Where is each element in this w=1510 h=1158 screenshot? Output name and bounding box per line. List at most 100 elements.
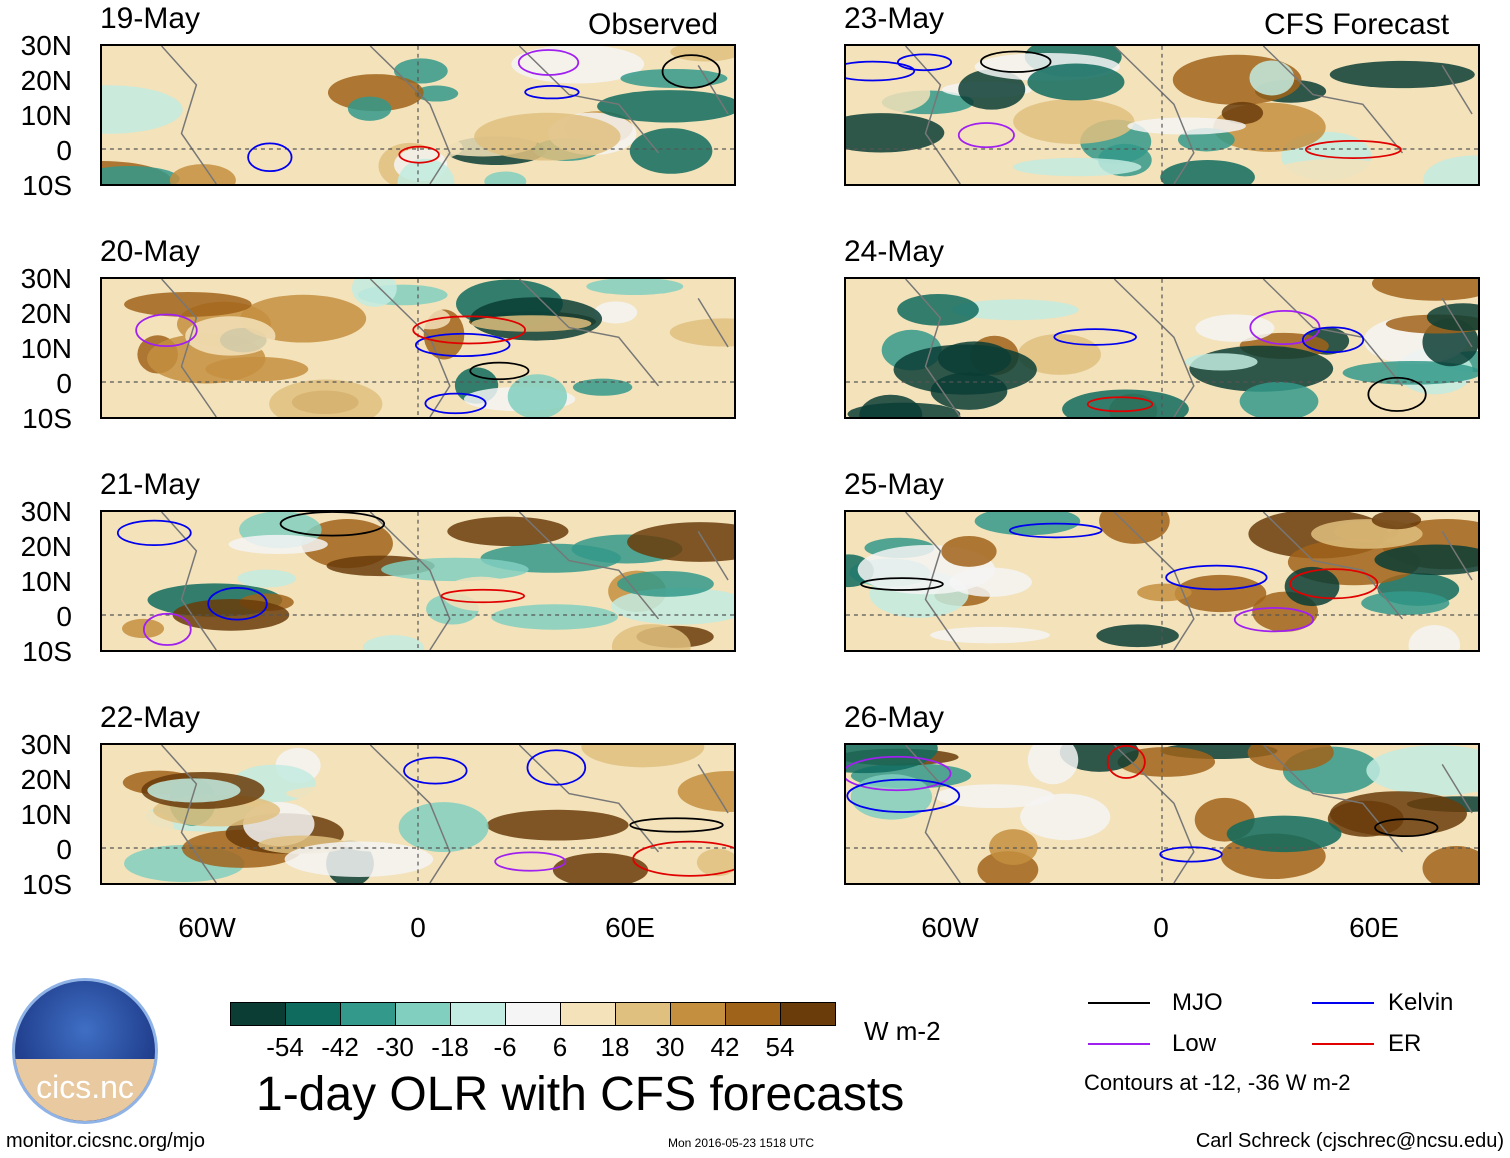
cics-logo: cics.nc — [12, 978, 158, 1124]
olr-anomaly-blob — [1130, 856, 1220, 883]
colorbar-tick-label: 6 — [552, 1032, 568, 1062]
olr-anomaly-blob — [572, 378, 633, 396]
olr-anomaly-blob — [491, 604, 618, 630]
wave-contour — [403, 756, 468, 785]
olr-anomaly-blob — [1426, 303, 1478, 332]
olr-anomaly-blob — [495, 569, 620, 592]
olr-anomaly-blob — [934, 784, 1055, 809]
olr-anomaly-blob — [414, 85, 459, 102]
olr-anomaly-blob — [669, 318, 734, 347]
wave-contour — [1053, 328, 1137, 346]
lon-label-fc: 60E — [1349, 912, 1399, 943]
wave-contour — [661, 54, 721, 89]
map-panel-fc-2 — [844, 277, 1480, 419]
olr-anomaly-blob — [617, 570, 714, 597]
olr-anomaly-blob — [507, 374, 568, 417]
lat-label: 0 — [56, 368, 72, 399]
colorbar-tick-label: -6 — [493, 1032, 517, 1062]
lat-label: 10S — [22, 636, 72, 667]
olr-anomaly-blob — [1423, 155, 1478, 184]
wave-contour — [524, 85, 580, 100]
lat-label: 20N — [20, 65, 72, 96]
legend-label-mjo: MJO — [1172, 989, 1223, 1016]
olr-anomaly-blob — [611, 587, 734, 625]
wave-contour — [247, 142, 293, 173]
lat-label: 10N — [20, 799, 72, 830]
olr-anomaly-blob — [1012, 157, 1142, 177]
colorbar-tick-label: -18 — [431, 1032, 469, 1062]
legend-line-low — [1088, 1043, 1150, 1045]
olr-anomaly-blob — [1062, 389, 1189, 417]
olr-anomaly-blob — [1329, 60, 1475, 89]
observed-header: Observed — [588, 8, 719, 41]
panel-date-fc-3: 25-May — [844, 468, 945, 501]
wave-contour — [1249, 309, 1321, 346]
olr-anomaly-blob — [581, 745, 705, 768]
colorbar-unit: W m-2 — [864, 1016, 941, 1046]
olr-anomaly-blob — [474, 112, 621, 161]
map-panel-fc-1 — [844, 44, 1480, 186]
olr-anomaly-blob — [447, 516, 569, 546]
lat-label: 10S — [22, 403, 72, 434]
wave-contour — [440, 588, 526, 604]
footer-url: monitor.cicsnc.org/mjo — [6, 1130, 205, 1152]
olr-anomaly-blob — [670, 46, 734, 62]
panel-date-obs-3: 21-May — [100, 468, 201, 501]
wave-contour — [1301, 326, 1365, 354]
lat-label: 0 — [56, 135, 72, 166]
olr-anomaly-blob — [351, 279, 397, 307]
wave-contour — [860, 577, 944, 591]
olr-anomaly-blob — [1027, 63, 1125, 101]
olr-anomaly-blob — [204, 93, 284, 132]
coastline — [905, 46, 1473, 184]
colorbar-segment — [670, 1002, 726, 1026]
olr-anomaly-blob — [611, 624, 691, 650]
olr-anomaly-blob — [269, 379, 383, 417]
olr-anomaly-blob — [1266, 158, 1407, 184]
wave-contour — [398, 145, 440, 164]
olr-anomaly-blob — [103, 809, 175, 847]
olr-anomaly-blob — [1361, 591, 1450, 616]
olr-anomaly-blob — [1239, 381, 1319, 417]
colorbar-segment — [780, 1002, 836, 1026]
colorbar-segment — [340, 1002, 396, 1026]
olr-anomaly-blob — [581, 339, 702, 379]
colorbar-tick-label: -42 — [321, 1032, 359, 1062]
olr-anomaly-blob — [1127, 117, 1246, 135]
map-panel-fc-3 — [844, 510, 1480, 652]
olr-anomaly-blob — [484, 171, 527, 184]
wave-contour — [896, 53, 953, 72]
olr-anomaly-blob — [1013, 99, 1135, 144]
olr-anomaly-blob — [102, 166, 180, 184]
olr-anomaly-blob — [629, 128, 713, 174]
olr-anomaly-blob — [1221, 101, 1264, 125]
figure-title: 1-day OLR with CFS forecasts — [256, 1068, 905, 1121]
olr-anomaly-blob — [597, 90, 734, 123]
wave-contour — [1304, 139, 1402, 159]
olr-anomaly-blob — [1284, 566, 1340, 607]
lat-label: 0 — [56, 601, 72, 632]
wave-contour — [1374, 818, 1439, 838]
olr-anomaly-blob — [1160, 160, 1255, 184]
map-panel-obs-2 — [100, 277, 736, 419]
wave-contour — [526, 749, 587, 786]
olr-anomaly-blob — [1174, 574, 1267, 613]
lat-label: 30N — [20, 263, 72, 294]
wave-contour — [1086, 396, 1154, 413]
olr-anomaly-blob — [958, 69, 1026, 110]
map-panel-fc-4 — [844, 743, 1480, 885]
olr-anomaly-blob — [1329, 791, 1467, 837]
forecast-header: CFS Forecast — [1264, 8, 1450, 41]
colorbar-tick-label: 30 — [655, 1032, 685, 1062]
legend-note: Contours at -12, -36 W m-2 — [1084, 1070, 1351, 1095]
lat-label: 30N — [20, 30, 72, 61]
lat-label: 10N — [20, 100, 72, 131]
colorbar-segment — [395, 1002, 451, 1026]
olr-anomaly-blob — [952, 299, 1079, 321]
map-panel-obs-1 — [100, 44, 736, 186]
coastline — [161, 46, 729, 184]
olr-anomaly-blob — [124, 291, 252, 317]
wave-contour — [1233, 607, 1315, 633]
olr-anomaly-blob — [347, 96, 392, 121]
olr-anomaly-blob — [185, 316, 276, 356]
